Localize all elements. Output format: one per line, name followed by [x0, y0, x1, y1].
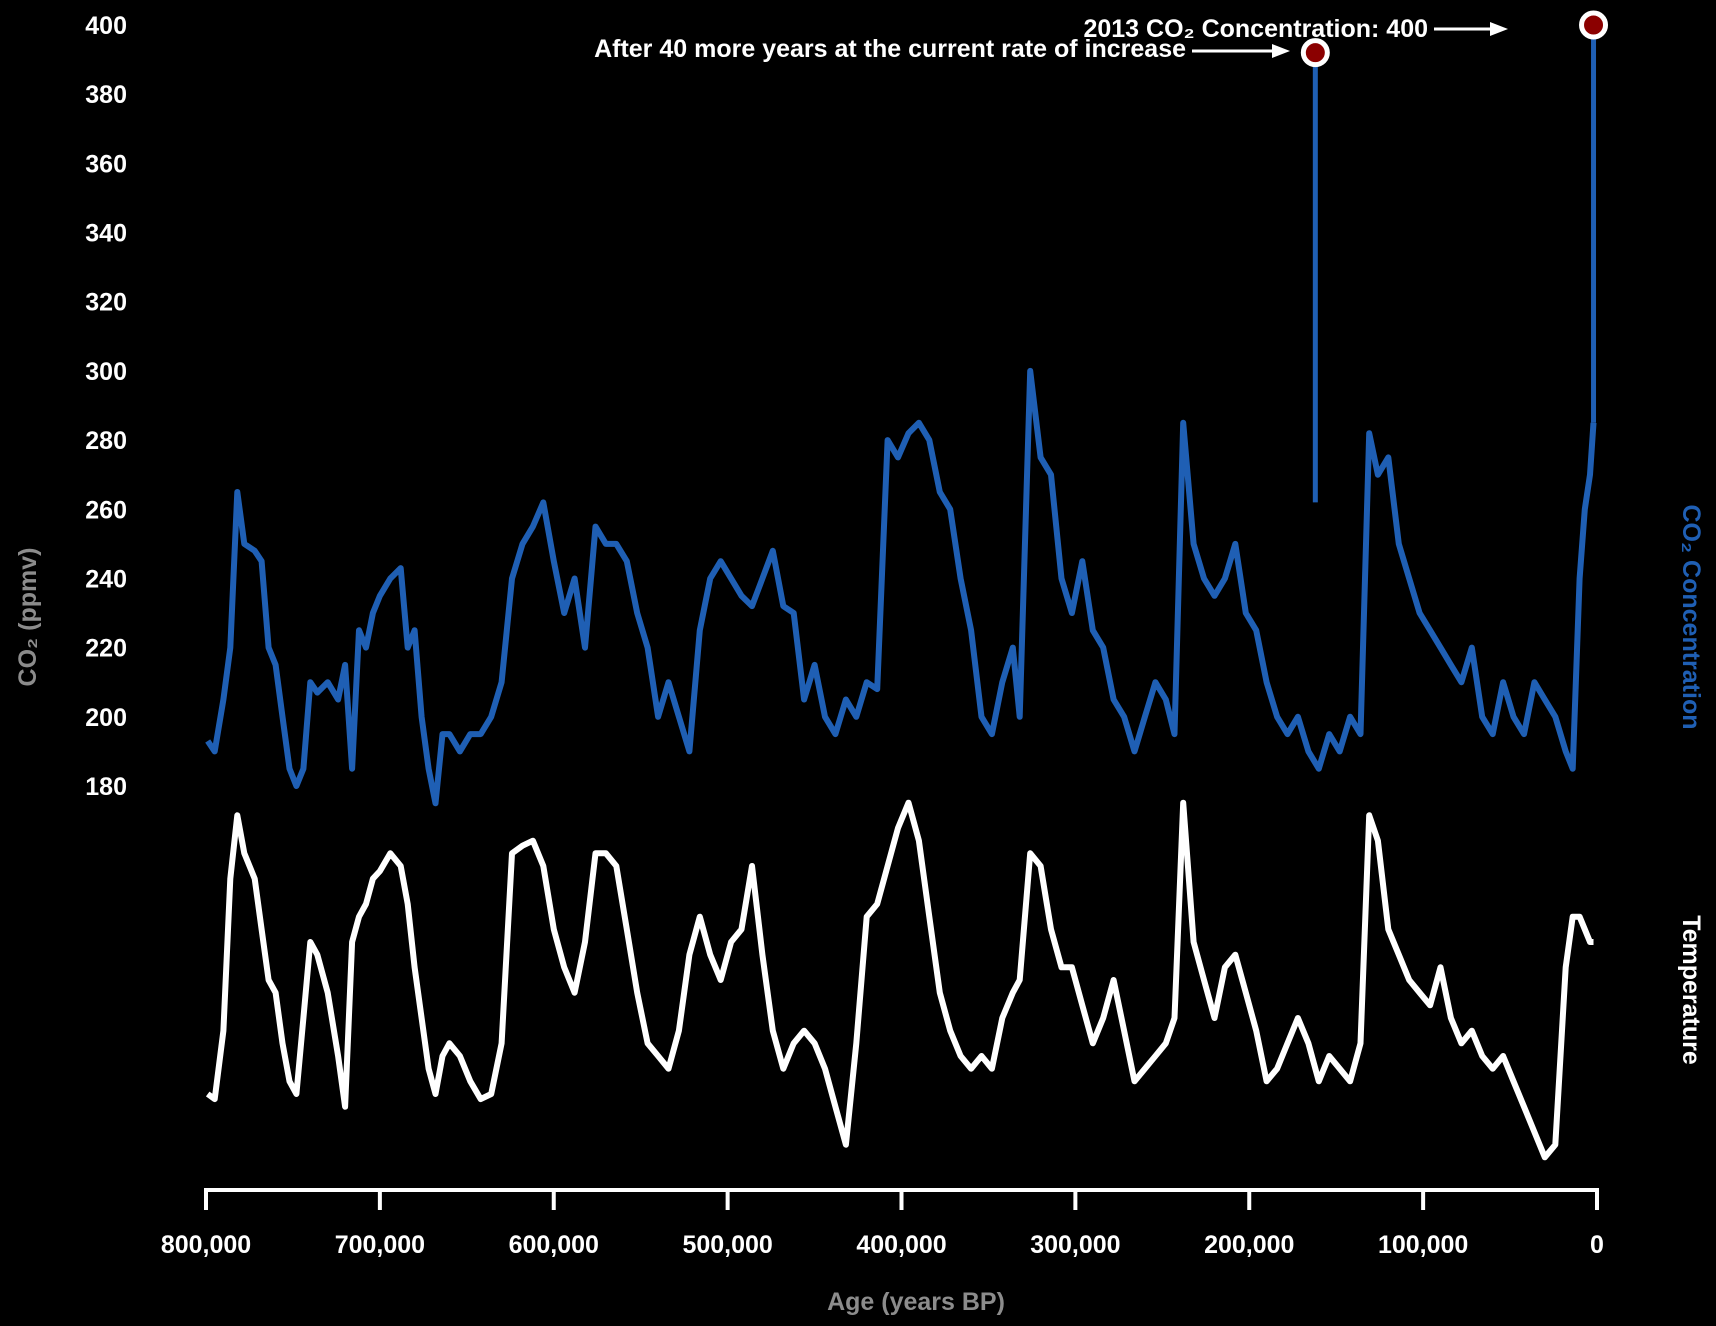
- series-layer: [205, 367, 1597, 1161]
- x-axis-label: Age (years BP): [827, 1288, 1005, 1316]
- y-tick-label: 200: [85, 704, 127, 732]
- x-tick-label: 200,000: [1204, 1231, 1294, 1259]
- co2-series-line: [205, 367, 1597, 807]
- co2-series-label: CO₂ Concentration: [1677, 505, 1705, 730]
- co2-2013-marker: [1579, 10, 1609, 40]
- annotation-projection: After 40 more years at the current rate …: [594, 35, 1186, 63]
- x-tick-label: 300,000: [1030, 1231, 1120, 1259]
- x-tick-label: 400,000: [856, 1231, 946, 1259]
- y-tick-label: 340: [85, 220, 127, 248]
- annotation-projection-arrow: [1192, 44, 1290, 58]
- y-axis-ticks: 180 200 220 240 260 280 300 320 340 360 380 400: [85, 12, 127, 801]
- temperature-series-line: [205, 799, 1594, 1161]
- y-tick-label: 300: [85, 358, 127, 386]
- x-tick-label: 500,000: [682, 1231, 772, 1259]
- annotation-2013-co2: 2013 CO₂ Concentration: 400: [1083, 15, 1428, 43]
- y-tick-label: 400: [85, 12, 127, 40]
- y-tick-label: 220: [85, 635, 127, 663]
- y-tick-label: 260: [85, 496, 127, 524]
- x-tick-label: 0: [1590, 1231, 1604, 1259]
- y-tick-label: 360: [85, 150, 127, 178]
- y-tick-label: 180: [85, 773, 127, 801]
- y-tick-label: 380: [85, 81, 127, 109]
- temperature-series-label: Temperature: [1677, 915, 1705, 1065]
- y-tick-label: 320: [85, 289, 127, 317]
- x-tick-label: 100,000: [1378, 1231, 1468, 1259]
- y-tick-label: 240: [85, 565, 127, 593]
- y-tick-label: 280: [85, 427, 127, 455]
- annotation-2013-arrow: [1434, 22, 1508, 36]
- y-axis-label: CO₂ (ppmv): [14, 548, 42, 687]
- x-tick-label: 800,000: [161, 1231, 251, 1259]
- co2-projection-marker: [1300, 38, 1330, 68]
- x-tick-label: 600,000: [509, 1231, 599, 1259]
- x-tick-label: 700,000: [335, 1231, 425, 1259]
- x-axis: 800,000 700,000 600,000 500,000 400,000 300,0…: [161, 1188, 1604, 1259]
